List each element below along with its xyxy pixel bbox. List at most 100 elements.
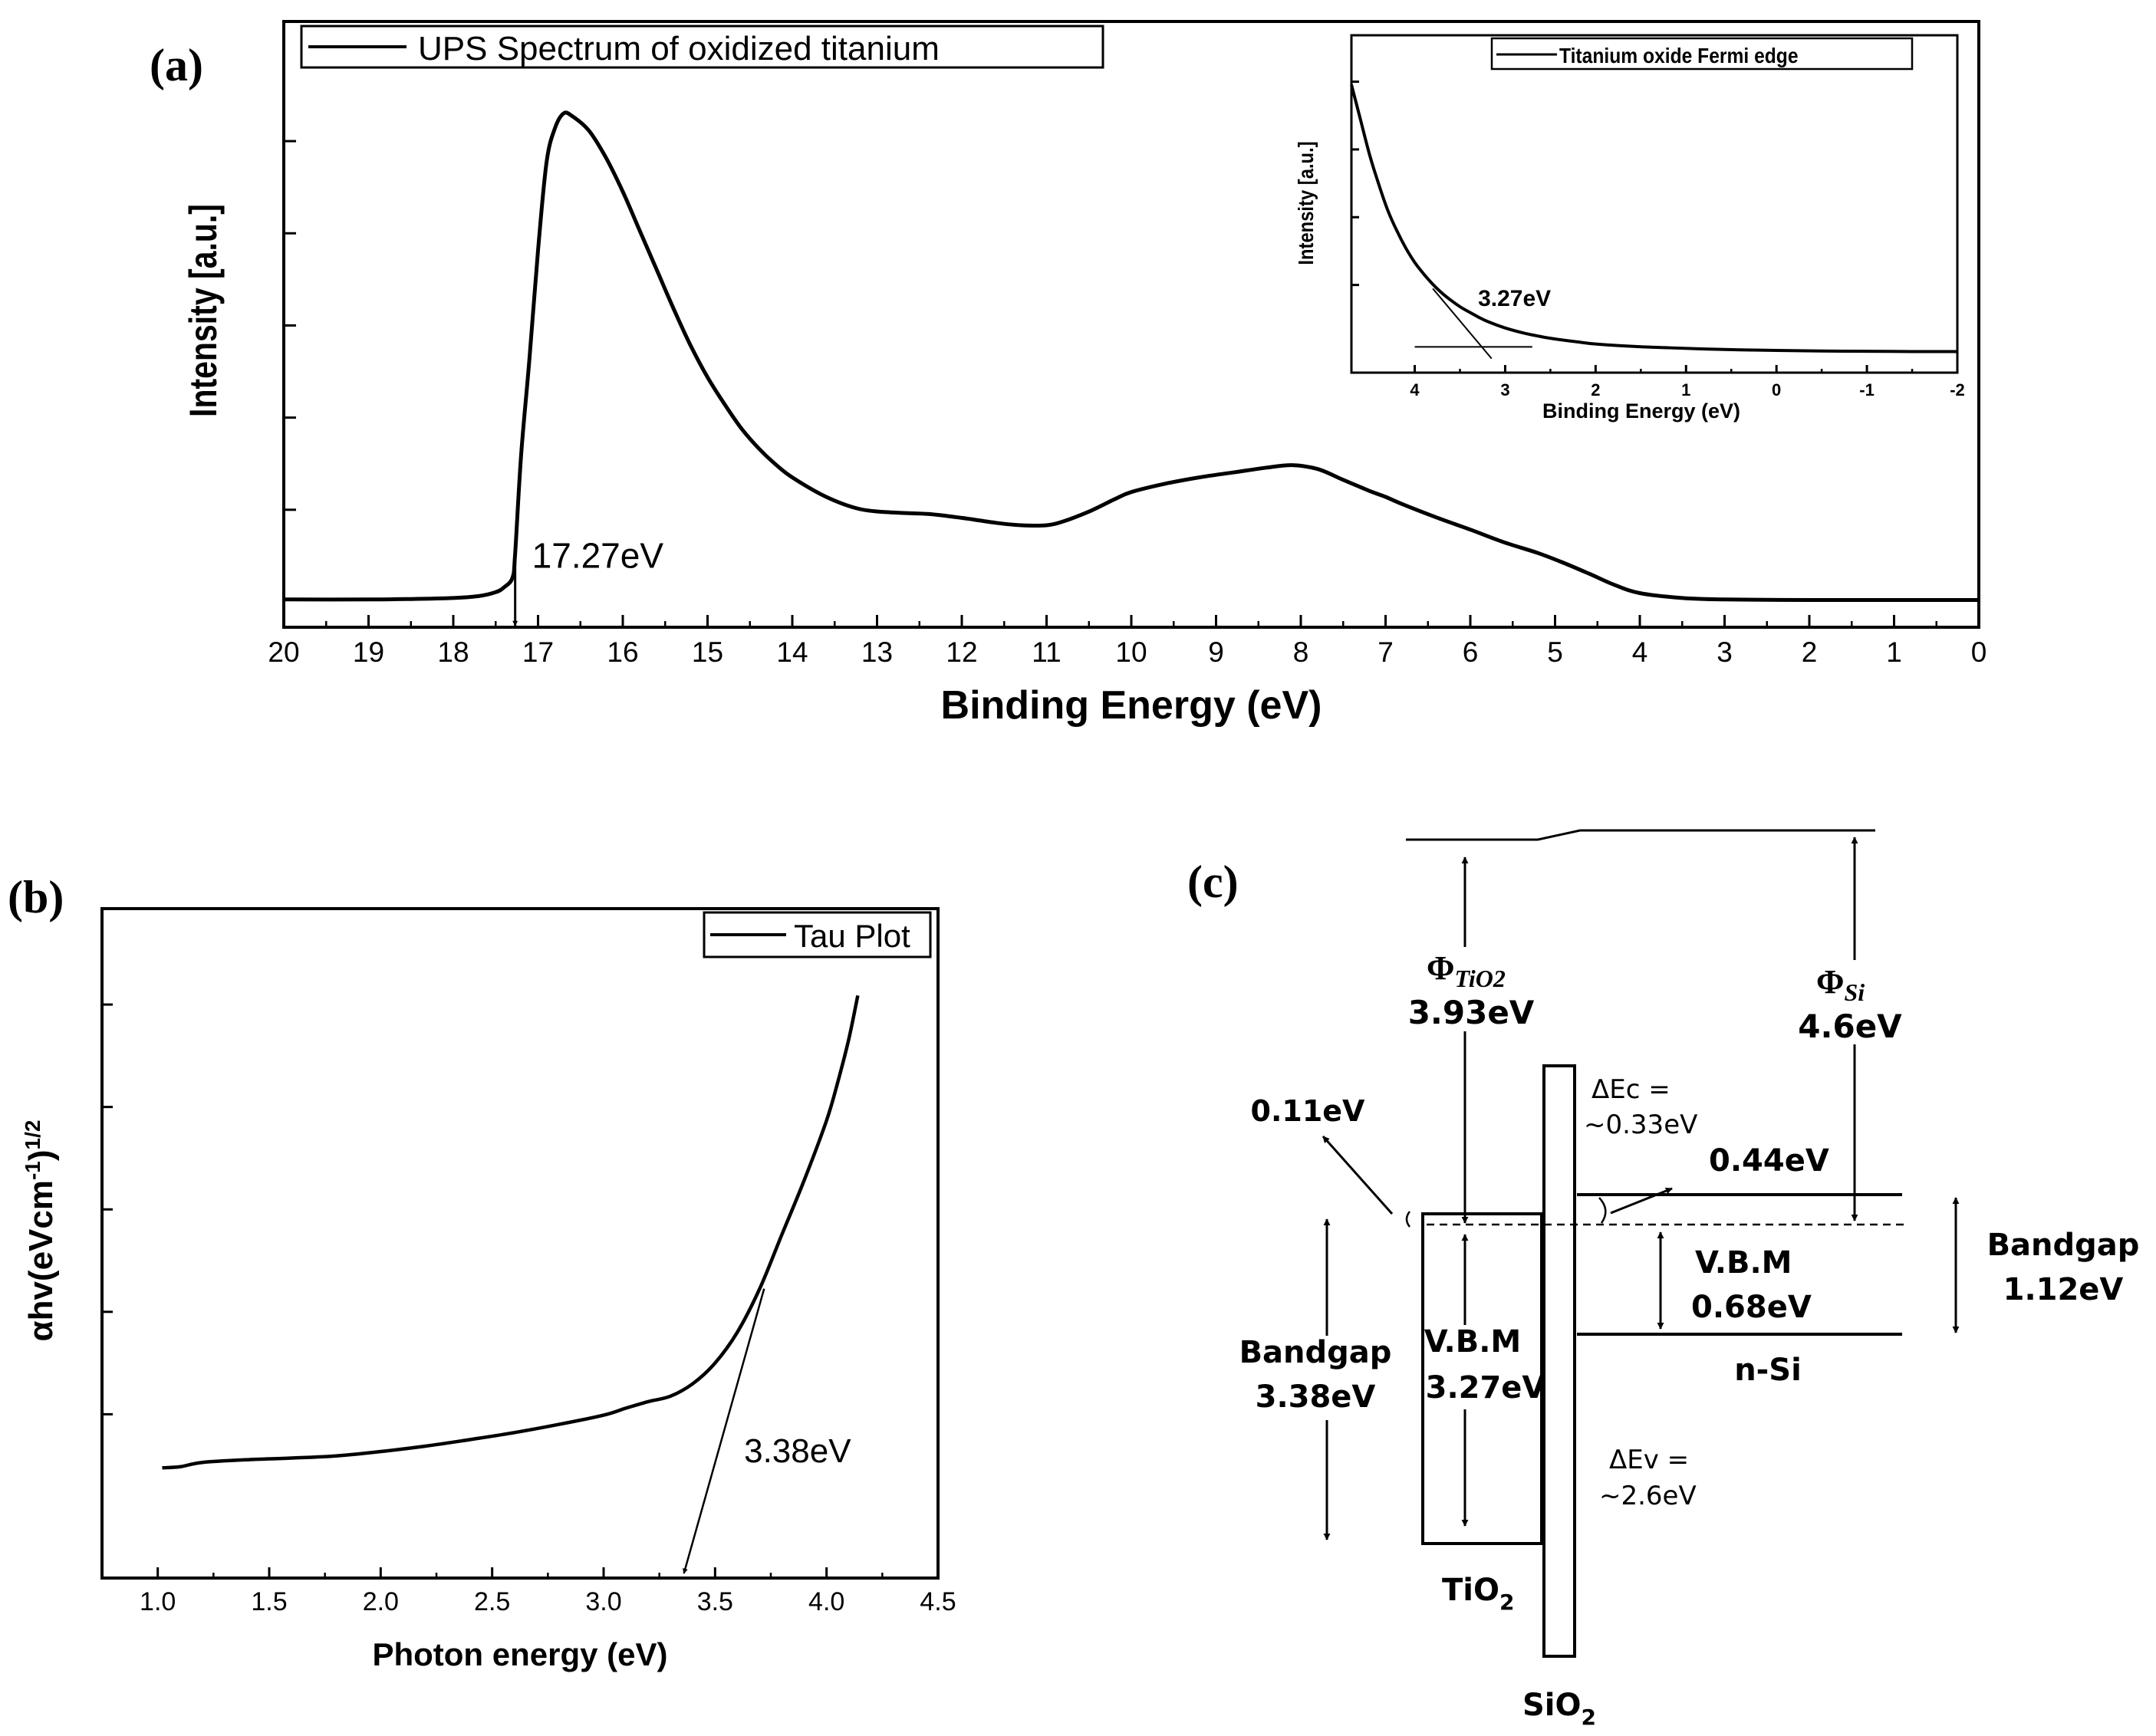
x-tick-label: 16	[607, 636, 638, 668]
sio2-label-main: SiO	[1522, 1688, 1582, 1723]
x-tick-label: 7	[1378, 636, 1394, 668]
sio2-label-sub: 2	[1582, 1705, 1596, 1730]
x-tick-label: 18	[437, 636, 469, 668]
si-bandgap-value: 1.12eV	[2003, 1272, 2124, 1307]
inset-series-line	[1350, 84, 1957, 353]
delta-ec-line2: ~0.33eV	[1584, 1110, 1697, 1140]
delta-ev-line2: ~2.6eV	[1599, 1481, 1697, 1511]
x-tick-label: 0	[1772, 380, 1781, 399]
inset-legend-box	[1490, 37, 1914, 71]
x-tick-label: 2	[1591, 380, 1600, 399]
panel-a-y-axis-label: Intensity [a.u.]	[182, 204, 225, 417]
x-tick-label: 13	[861, 636, 893, 668]
tio2-bandgap-label-bg	[1266, 1336, 1388, 1420]
tio2-bandgap-label: Bandgap	[1239, 1335, 1392, 1370]
panel-b-label: (b)	[8, 872, 64, 922]
phi-tio2-symbol: Φ	[1427, 949, 1454, 987]
phi-tio2-label-bg	[1407, 947, 1530, 1031]
panel-b-frame	[100, 907, 940, 1580]
x-tick-label: 0	[1971, 636, 1987, 668]
tio2-bandgap-value: 3.38eV	[1256, 1379, 1376, 1415]
tio2-vbm-value: 3.27eV	[1426, 1370, 1546, 1406]
tio2-label-sub: 2	[1499, 1590, 1514, 1615]
x-tick-label: 2.5	[474, 1587, 510, 1616]
inset-y-axis	[1351, 81, 1359, 287]
offset-0-44-arrow	[1610, 1187, 1673, 1215]
phi-si-label-bg	[1795, 960, 1910, 1044]
offset-0-44-bracket	[1598, 1197, 1607, 1224]
x-tick-label: 5	[1547, 636, 1563, 668]
phi-si-subscript: Si	[1844, 978, 1865, 1006]
si-vbm-value: 0.68eV	[1691, 1290, 1812, 1325]
panel-b-annotation: 3.38eV	[744, 1432, 851, 1470]
x-tick-label: 3.5	[697, 1587, 733, 1616]
panel-a: (a) 20 19 18 17 16 15 14 13 12 11 10 9 8 7 6 5 4 3 2 1 0 Bin…	[150, 20, 1986, 728]
offset-0-44-label: 0.44eV	[1709, 1143, 1829, 1179]
panel-a-series-line	[283, 110, 1979, 603]
x-tick-label: 9	[1208, 636, 1224, 668]
x-tick-label: 14	[776, 636, 808, 668]
x-tick-label: 3.0	[585, 1587, 621, 1616]
x-tick-label: 8	[1293, 636, 1309, 668]
panel-b-y-axis	[102, 1003, 113, 1415]
inset-y-axis-label: Intensity [a.u.]	[1293, 141, 1318, 265]
x-tick-label: 10	[1115, 636, 1147, 668]
sio2-label: SiO2	[1522, 1688, 1596, 1730]
phi-si-label: ΦSi	[1816, 963, 1865, 1006]
tio2-bandgap-box	[1421, 1212, 1543, 1545]
delta-ec-line1: ΔEc =	[1591, 1074, 1670, 1105]
n-si-label: n-Si	[1734, 1353, 1802, 1388]
panel-a-onset-annotation: 17.27eV	[532, 535, 664, 575]
phi-si-symbol: Φ	[1816, 963, 1844, 1001]
panel-b-legend-text: Tau Plot	[794, 918, 910, 954]
vacuum-level-line	[1406, 829, 1875, 841]
x-tick-label: 3	[1500, 380, 1509, 399]
x-tick-label: 2.0	[363, 1587, 399, 1616]
panel-b-y-axis-label: αhv(eVcm-1)1/2	[21, 1120, 60, 1342]
offset-0-11-label: 0.11eV	[1251, 1094, 1366, 1128]
phi-tio2-value: 3.93eV	[1408, 994, 1535, 1031]
panel-a-x-axis-label: Binding Energy (eV)	[941, 683, 1322, 728]
panel-b: (b) 1.0 1.5 2.0 2.5 3.0 3.5 4.0 4.5 Photon ener…	[8, 872, 956, 1672]
inset-edge-fit	[1432, 288, 1493, 360]
x-tick-label: 19	[353, 636, 384, 668]
x-tick-label: 4	[1632, 636, 1648, 668]
x-tick-label: 17	[522, 636, 554, 668]
panel-b-y-label-main: αhv(eVcm	[22, 1180, 60, 1341]
phi-tio2-subscript: TiO2	[1454, 965, 1505, 992]
panel-a-label: (a)	[150, 40, 203, 90]
inset-legend-text: Titanium oxide Fermi edge	[1559, 44, 1799, 68]
x-tick-label: 4.5	[920, 1587, 956, 1616]
x-tick-label: 2	[1802, 636, 1818, 668]
delta-ev-line1: ΔEv =	[1609, 1445, 1689, 1475]
x-tick-label: 12	[946, 636, 977, 668]
x-tick-label: 4	[1410, 380, 1420, 399]
panel-a-x-axis: 20 19 18 17 16 15 14 13 12 11 10 9 8 7 6 5 4 3 2 1 0	[268, 615, 1986, 668]
inset-frame	[1350, 34, 1959, 374]
panel-a-y-axis	[284, 140, 296, 511]
panel-b-tangent-line	[682, 1288, 765, 1574]
panel-a-inset: 4 3 2 1 0 -1 -2 Binding Energy (eV) Intensity …	[1293, 34, 1965, 422]
panel-c-label: (c)	[1187, 856, 1239, 907]
x-tick-label: 20	[268, 636, 299, 668]
panel-a-legend-box	[300, 25, 1104, 69]
x-tick-label: 11	[1032, 636, 1061, 668]
x-tick-label: 3	[1717, 636, 1733, 668]
si-bandgap-label: Bandgap	[1987, 1228, 2140, 1263]
sio2-layer	[1542, 1064, 1576, 1658]
panel-b-series-line	[162, 995, 860, 1470]
x-tick-label: 4.0	[808, 1587, 844, 1616]
tio2-vbm-label: V.B.M	[1424, 1324, 1521, 1360]
phi-tio2-label: ΦTiO2	[1427, 949, 1506, 992]
tio2-vbm-label-bg	[1430, 1325, 1538, 1409]
si-vbm-label: V.B.M	[1695, 1245, 1792, 1281]
x-tick-label: 1	[1886, 636, 1902, 668]
x-tick-label: -2	[1950, 380, 1965, 399]
inset-x-axis: 4 3 2 1 0 -1 -2	[1410, 365, 1965, 399]
panel-b-y-label-sup1: -1	[21, 1161, 44, 1180]
panel-c: (c) ΦTiO2 3.93eV ΦSi 4.6eV	[1187, 829, 2140, 1730]
x-tick-label: 1.5	[251, 1587, 287, 1616]
panel-b-x-axis: 1.0 1.5 2.0 2.5 3.0 3.5 4.0 4.5	[140, 1567, 956, 1616]
panel-b-y-label-sup2: 1/2	[21, 1120, 44, 1150]
